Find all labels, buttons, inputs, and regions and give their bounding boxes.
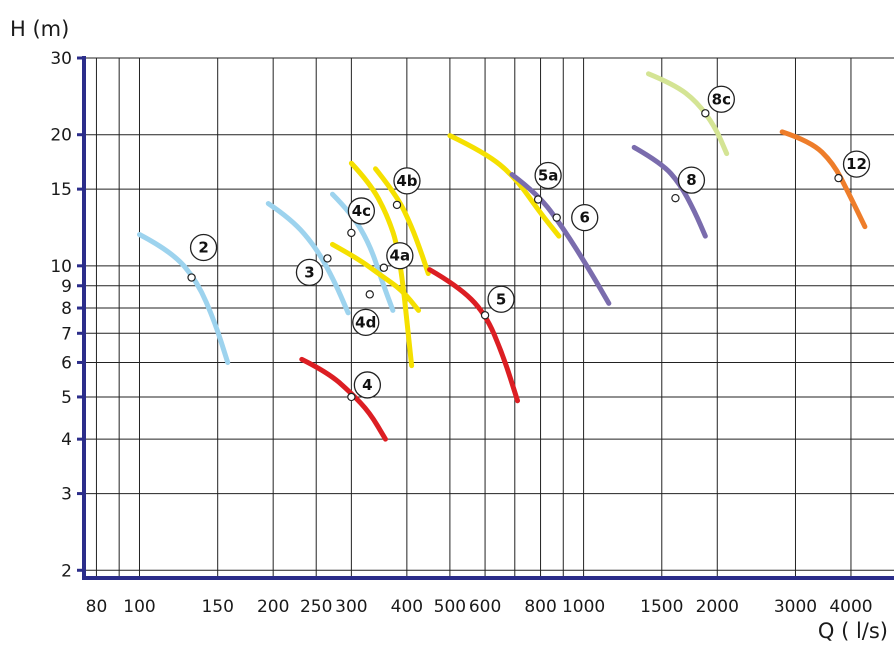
curve-8c xyxy=(645,71,730,157)
callout-5a: 5a xyxy=(534,161,562,190)
callout-label: 4d xyxy=(355,313,376,331)
callout-bubble xyxy=(534,161,562,190)
curve-3 xyxy=(265,201,351,316)
callout-label: 12 xyxy=(846,155,867,173)
grid-lines xyxy=(84,57,894,578)
marker-8 xyxy=(671,193,680,203)
curve-6 xyxy=(509,172,612,306)
callout-4: 4 xyxy=(353,371,382,399)
callout-label: 5 xyxy=(496,290,506,308)
callout-bubble xyxy=(842,150,871,178)
curve-12 xyxy=(779,129,868,230)
callout-8c: 8c xyxy=(707,85,735,113)
curve-4c xyxy=(348,160,415,369)
marker-6 xyxy=(552,213,561,222)
x-tick-label: 4000 xyxy=(829,597,872,617)
callout-bubble xyxy=(571,204,599,232)
marker-4b xyxy=(392,200,402,210)
y-tick-label: 6 xyxy=(61,353,72,373)
y-tick-label: 2 xyxy=(61,561,72,581)
y-tick-label: 4 xyxy=(61,430,72,450)
x-tick-label: 250 xyxy=(300,597,332,617)
curve-4b xyxy=(373,166,431,277)
x-axis-title: Q ( l/s) xyxy=(818,619,888,643)
callout-bubble xyxy=(677,166,706,194)
marker-4 xyxy=(347,392,356,402)
axes xyxy=(77,56,894,580)
x-tick-label: 100 xyxy=(123,597,155,617)
x-tick-label: 800 xyxy=(524,597,556,617)
marker-2 xyxy=(187,273,196,282)
marker-4c xyxy=(347,228,356,238)
curve-callouts: 2 3 4c 4b 4a 4d 4 5 5a 6 8 8c 12 xyxy=(189,85,871,399)
callout-6: 6 xyxy=(571,204,599,232)
x-tick-labels: 80 100 150 200 250 300 400 500 600 800 1000 1500 200… xyxy=(86,597,873,617)
marker-3 xyxy=(323,254,332,263)
pump-curves xyxy=(136,71,868,442)
callout-bubble xyxy=(707,85,735,113)
callout-label: 4b xyxy=(396,172,417,190)
callout-label: 8c xyxy=(712,90,731,108)
x-tick-label: 300 xyxy=(335,597,367,617)
marker-4a xyxy=(379,263,389,272)
marker-5a xyxy=(533,195,543,204)
x-tick-label: 1000 xyxy=(562,597,605,617)
marker-4d xyxy=(365,290,374,299)
callout-bubble xyxy=(352,308,380,337)
x-tick-label: 200 xyxy=(257,597,289,617)
x-tick-label: 1500 xyxy=(640,597,683,617)
x-tick-label: 500 xyxy=(434,597,466,617)
callout-8: 8 xyxy=(677,166,706,194)
callout-12: 12 xyxy=(842,150,871,178)
marker-5 xyxy=(480,311,490,320)
callout-bubble xyxy=(353,371,382,399)
callout-label: 4a xyxy=(390,247,411,265)
curve-2 xyxy=(136,232,231,365)
x-tick-label: 80 xyxy=(86,597,108,617)
callout-4c: 4c xyxy=(347,197,376,225)
callout-label: 8 xyxy=(686,171,696,189)
x-tick-label: 150 xyxy=(201,597,233,617)
callout-label: 4 xyxy=(362,376,372,394)
callout-label: 3 xyxy=(304,263,314,281)
callout-bubble xyxy=(295,258,324,287)
y-tick-label: 10 xyxy=(50,257,72,277)
y-tick-label: 30 xyxy=(50,49,72,69)
callout-label: 4c xyxy=(352,202,371,220)
callout-2: 2 xyxy=(189,233,218,262)
callout-label: 2 xyxy=(198,239,208,257)
curve-4a xyxy=(329,241,422,313)
y-tick-label: 7 xyxy=(61,324,72,344)
callout-bubble xyxy=(487,285,515,313)
y-tick-label: 5 xyxy=(61,388,72,408)
callout-3: 3 xyxy=(295,258,324,287)
operating-point-markers xyxy=(187,109,843,402)
callout-bubble xyxy=(347,197,376,225)
marker-12 xyxy=(834,173,843,183)
x-tick-label: 3000 xyxy=(774,597,817,617)
callout-bubble xyxy=(386,242,414,270)
curve-4 xyxy=(299,356,388,442)
x-tick-label: 400 xyxy=(391,597,423,617)
y-tick-label: 3 xyxy=(61,485,72,505)
y-tick-label: 9 xyxy=(61,277,72,297)
y-tick-label: 20 xyxy=(50,126,72,146)
y-tick-label: 15 xyxy=(50,180,72,200)
callout-bubble xyxy=(393,167,421,195)
y-tick-label: 8 xyxy=(61,299,72,319)
callout-5: 5 xyxy=(487,285,515,313)
y-axis-title: H (m) xyxy=(10,17,69,41)
callout-bubble xyxy=(189,233,218,262)
x-tick-label: 2000 xyxy=(696,597,739,617)
marker-8c xyxy=(701,109,710,118)
callout-4a: 4a xyxy=(386,242,414,270)
callout-4d: 4d xyxy=(352,308,380,337)
callout-4b: 4b xyxy=(393,167,421,195)
x-tick-label: 600 xyxy=(469,597,501,617)
callout-label: 6 xyxy=(580,209,590,227)
callout-label: 5a xyxy=(538,166,559,184)
